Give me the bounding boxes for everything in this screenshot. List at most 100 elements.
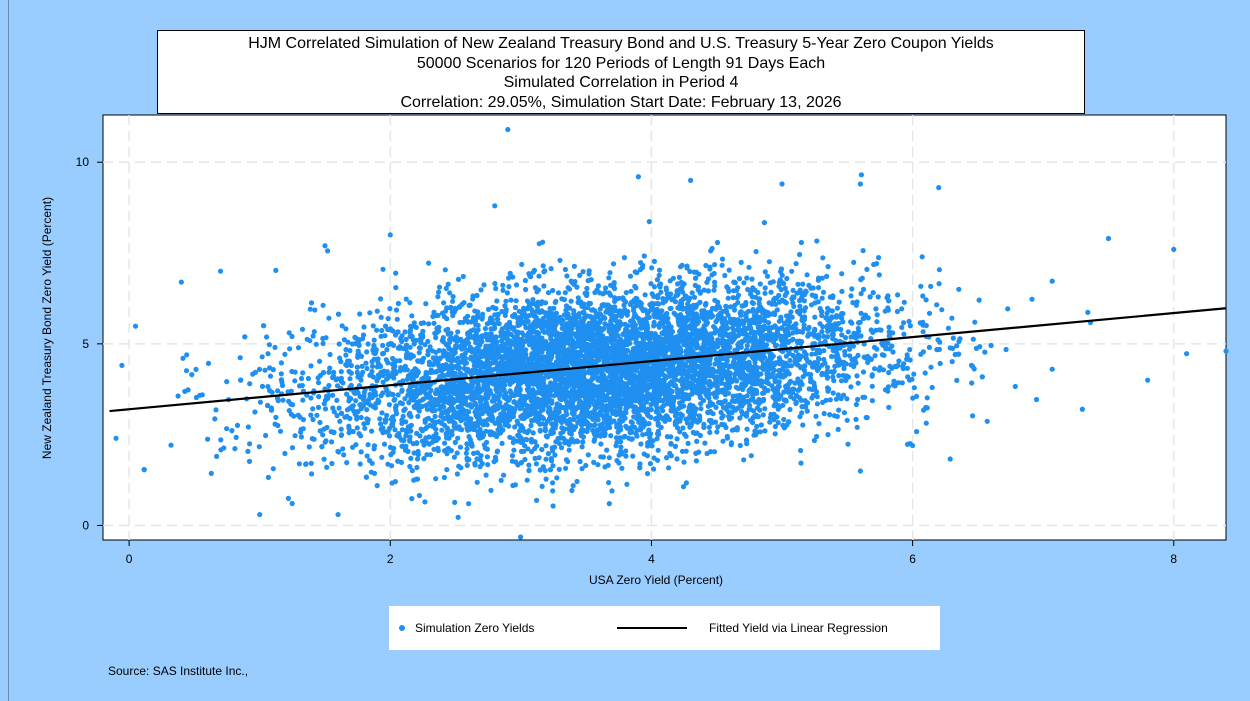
scatter-point	[911, 385, 917, 391]
scatter-point	[500, 282, 506, 288]
scatter-point	[374, 308, 380, 314]
scatter-point	[539, 308, 545, 314]
scatter-point	[374, 327, 380, 333]
scatter-point	[730, 404, 736, 410]
scatter-point	[347, 376, 353, 382]
scatter-point	[395, 300, 401, 307]
scatter-point	[667, 305, 673, 312]
scatter-point	[336, 405, 342, 411]
scatter-point	[450, 412, 457, 418]
scatter-point	[754, 423, 760, 429]
scatter-point	[311, 329, 317, 335]
scatter-point	[970, 413, 976, 419]
scatter-point	[300, 397, 306, 403]
scatter-point	[289, 333, 295, 340]
scatter-point	[478, 287, 484, 293]
scatter-point	[340, 446, 346, 452]
scatter-point	[549, 398, 555, 404]
scatter-point	[656, 282, 663, 288]
scatter-point	[756, 297, 762, 303]
scatter-point	[737, 442, 743, 449]
scatter-point	[320, 302, 326, 308]
scatter-point	[919, 254, 925, 260]
scatter-point	[545, 451, 552, 457]
scatter-point	[378, 421, 384, 427]
scatter-point	[423, 301, 429, 307]
scatter-point	[310, 406, 316, 412]
scatter-point	[712, 279, 718, 285]
scatter-point	[672, 382, 678, 388]
scatter-point	[386, 402, 392, 408]
scatter-point	[471, 450, 477, 456]
scatter-point	[815, 285, 822, 291]
scatter-point	[849, 286, 855, 292]
scatter-point	[407, 327, 413, 333]
scatter-point	[341, 452, 347, 458]
chart-subtitle-correlation: Correlation: 29.05%, Simulation Start Da…	[400, 93, 842, 111]
scatter-point	[543, 443, 549, 449]
scatter-point	[824, 273, 830, 279]
scatter-point	[393, 370, 399, 376]
scatter-point	[213, 407, 219, 413]
scatter-point	[308, 460, 314, 466]
scatter-point	[264, 334, 270, 340]
chart-title-box: HJM Correlated Simulation of New Zealand…	[157, 30, 1085, 114]
scatter-point	[608, 323, 614, 329]
scatter-point	[842, 335, 849, 341]
scatter-point	[918, 283, 924, 289]
scatter-point	[552, 299, 558, 305]
scatter-point	[562, 426, 568, 432]
scatter-point	[279, 382, 286, 389]
scatter-point	[365, 442, 371, 448]
scatter-point	[495, 312, 501, 318]
scatter-point	[853, 416, 859, 422]
scatter-point	[409, 496, 415, 502]
scatter-point	[817, 350, 823, 356]
scatter-point	[770, 279, 776, 285]
scatter-point	[395, 329, 401, 335]
scatter-point	[523, 286, 529, 293]
scatter-point	[450, 298, 456, 304]
scatter-point	[536, 273, 542, 279]
scatter-point	[361, 324, 367, 330]
scatter-point	[578, 352, 584, 359]
scatter-point	[324, 424, 330, 431]
scatter-point	[442, 267, 448, 273]
scatter-point	[853, 401, 860, 408]
scatter-point	[687, 268, 693, 275]
scatter-point	[845, 329, 851, 335]
scatter-point	[422, 499, 428, 505]
scatter-point	[552, 444, 558, 450]
scatter-point	[571, 263, 578, 269]
scatter-point	[380, 342, 386, 349]
scatter-point	[769, 301, 775, 307]
scatter-point	[793, 361, 799, 367]
scatter-point	[833, 396, 840, 402]
scatter-point	[804, 408, 810, 414]
scatter-point	[389, 463, 395, 469]
scatter-point	[587, 300, 594, 307]
scatter-point	[411, 341, 417, 347]
scatter-point	[510, 439, 516, 446]
scatter-point	[737, 415, 743, 421]
scatter-point	[289, 445, 296, 451]
scatter-point	[1049, 366, 1055, 372]
scatter-point	[407, 300, 413, 306]
scatter-point	[263, 432, 269, 439]
scatter-point	[308, 395, 314, 401]
scatter-point	[839, 271, 845, 277]
scatter-point	[499, 440, 505, 446]
scatter-point	[831, 368, 837, 374]
scatter-point	[364, 407, 370, 413]
scatter-point	[314, 412, 320, 418]
scatter-point	[890, 349, 896, 355]
scatter-point	[285, 495, 291, 501]
scatter-point	[664, 434, 671, 440]
scatter-point	[821, 410, 827, 417]
scatter-point	[875, 294, 881, 300]
scatter-point	[754, 390, 760, 396]
scatter-point	[734, 425, 740, 431]
scatter-point	[670, 275, 677, 281]
scatter-point	[379, 327, 385, 334]
scatter-point	[329, 460, 335, 467]
